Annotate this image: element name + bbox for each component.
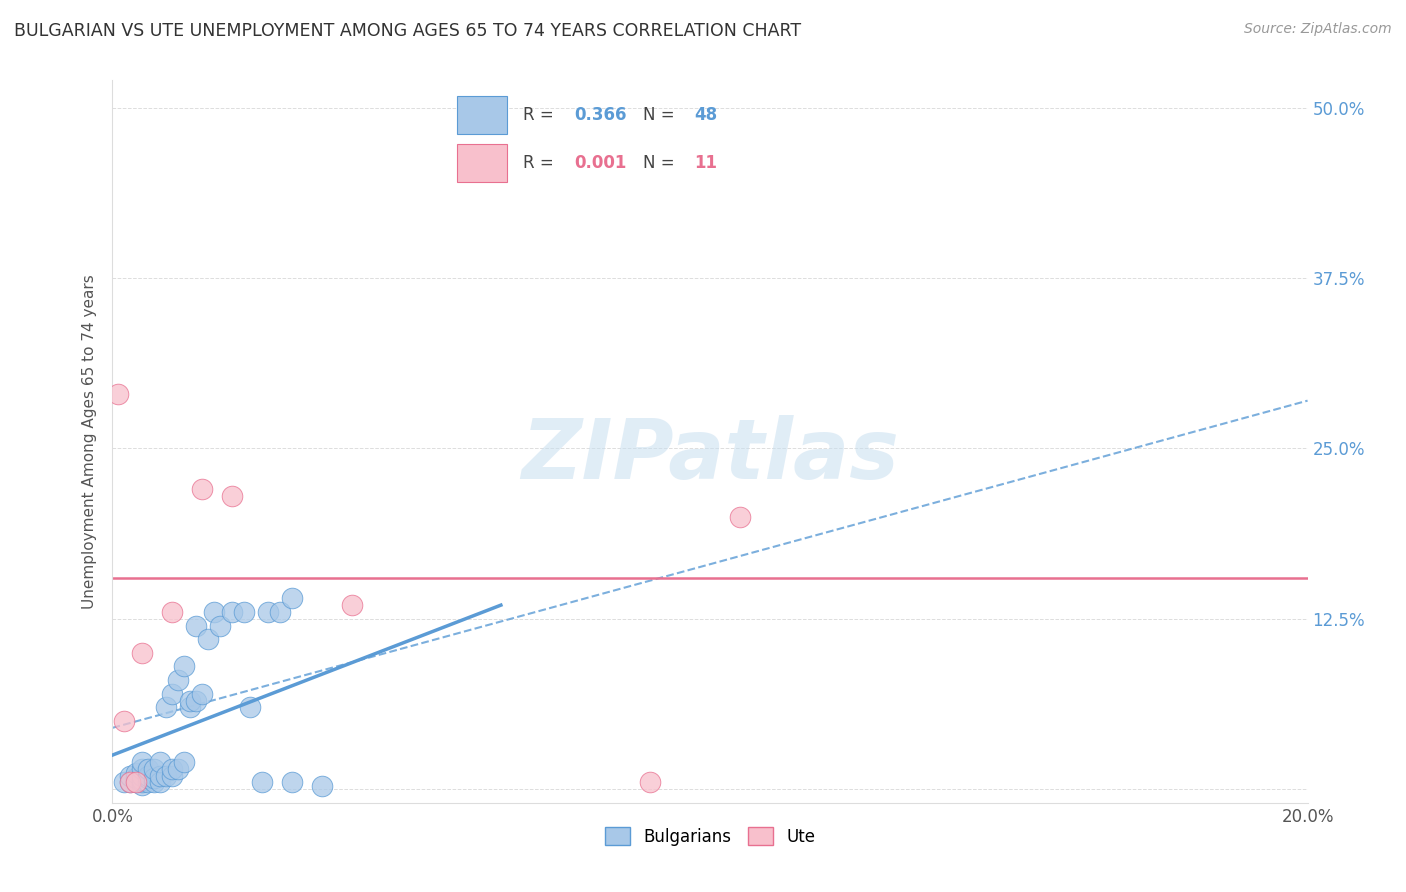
Point: [162, 768, 183, 782]
Point: [197, 632, 219, 647]
Point: [131, 772, 153, 787]
Point: [131, 646, 153, 660]
Point: [167, 762, 190, 776]
Point: [143, 771, 166, 785]
Point: [233, 605, 256, 619]
Point: [179, 700, 201, 714]
Point: [131, 755, 153, 769]
Point: [281, 591, 304, 606]
Point: [138, 771, 160, 785]
Point: [149, 768, 172, 782]
Point: [125, 765, 148, 780]
Point: [340, 598, 363, 612]
Point: [173, 755, 195, 769]
Point: [202, 605, 225, 619]
Point: [149, 775, 172, 789]
Point: [143, 775, 166, 789]
Point: [640, 775, 662, 789]
Point: [221, 605, 243, 619]
Text: Source: ZipAtlas.com: Source: ZipAtlas.com: [1244, 22, 1392, 37]
Point: [162, 687, 183, 701]
Point: [120, 768, 142, 782]
Point: [209, 618, 232, 632]
Point: [257, 605, 280, 619]
Point: [125, 771, 148, 785]
Text: BULGARIAN VS UTE UNEMPLOYMENT AMONG AGES 65 TO 74 YEARS CORRELATION CHART: BULGARIAN VS UTE UNEMPLOYMENT AMONG AGES…: [14, 22, 801, 40]
Point: [191, 482, 214, 496]
Point: [120, 775, 142, 789]
Point: [155, 700, 177, 714]
Point: [125, 775, 148, 789]
Point: [155, 768, 177, 782]
Point: [162, 762, 183, 776]
Point: [239, 700, 262, 714]
Point: [311, 780, 333, 794]
Y-axis label: Unemployment Among Ages 65 to 74 years: Unemployment Among Ages 65 to 74 years: [82, 274, 97, 609]
Point: [114, 714, 135, 728]
Point: [179, 693, 201, 707]
Point: [167, 673, 190, 687]
Point: [125, 775, 148, 789]
Point: [120, 775, 142, 789]
Point: [131, 762, 153, 776]
Point: [191, 687, 214, 701]
Point: [107, 387, 129, 401]
Point: [173, 659, 195, 673]
Point: [186, 618, 208, 632]
Point: [143, 762, 166, 776]
Point: [281, 775, 304, 789]
Point: [269, 605, 291, 619]
Point: [131, 775, 153, 789]
Point: [728, 509, 751, 524]
Point: [131, 768, 153, 782]
Point: [186, 693, 208, 707]
Point: [138, 762, 160, 776]
Point: [149, 755, 172, 769]
Point: [221, 489, 243, 503]
Legend: Bulgarians, Ute: Bulgarians, Ute: [598, 821, 823, 852]
Point: [162, 605, 183, 619]
Point: [114, 775, 135, 789]
Point: [131, 778, 153, 792]
Text: ZIPatlas: ZIPatlas: [522, 416, 898, 497]
Point: [138, 775, 160, 789]
Point: [250, 775, 273, 789]
Point: [138, 768, 160, 782]
